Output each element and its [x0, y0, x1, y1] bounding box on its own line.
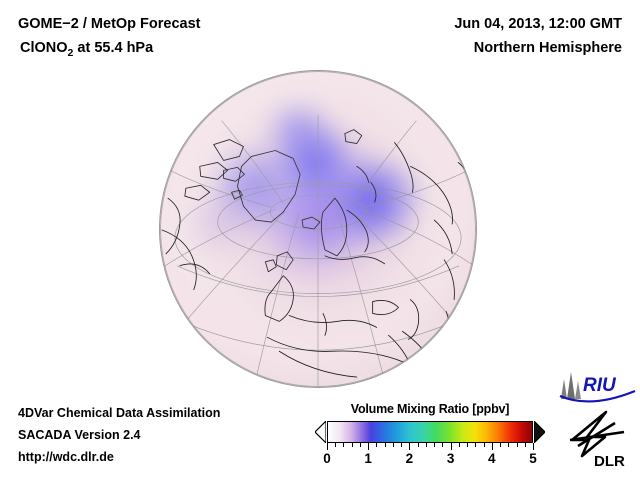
- colorbar-gradient: [327, 421, 533, 443]
- colorbar: Volume Mixing Ratio [ppbv] 0 1 2 3 4 5: [315, 402, 545, 469]
- colorbar-labels: 0 1 2 3 4 5: [323, 451, 537, 469]
- footer-line-version: SACADA Version 2.4: [18, 428, 141, 442]
- colorbar-minor-tick: [417, 443, 419, 447]
- instrument-title: GOME−2 / MetOp Forecast: [18, 16, 201, 32]
- header-right: Jun 04, 2013, 12:00 GMT Northern Hemisph…: [454, 12, 622, 60]
- header-left: GOME−2 / MetOp Forecast ClONO2 at 55.4 h…: [18, 12, 201, 65]
- riu-swoosh-icon: [559, 389, 636, 403]
- colorbar-major-tick: [409, 443, 411, 450]
- colorbar-left-arrow-cap: [315, 421, 326, 443]
- colorbar-tick-label: 1: [364, 451, 372, 466]
- species-subscript: 2: [67, 46, 74, 59]
- colorbar-major-tick: [491, 443, 493, 450]
- species-name: ClONO: [20, 40, 68, 56]
- riu-logo: RIU: [559, 372, 636, 403]
- colorbar-minor-tick: [392, 443, 394, 447]
- colorbar-minor-tick: [335, 443, 337, 447]
- colorbar-minor-tick: [384, 443, 386, 447]
- footer-line-url[interactable]: http://wdc.dlr.de: [18, 450, 114, 464]
- colorbar-row: [315, 421, 545, 443]
- colorbar-minor-tick: [434, 443, 436, 447]
- colorbar-right-arrow-cap: [534, 421, 545, 443]
- colorbar-minor-tick: [516, 443, 518, 447]
- colorbar-tick-label: 4: [488, 451, 496, 466]
- dlr-mark-icon: [569, 410, 625, 458]
- footer-line-method: 4DVar Chemical Data Assimilation: [18, 406, 221, 420]
- field-blob-canada: [188, 191, 252, 255]
- colorbar-tick-label: 0: [323, 451, 331, 466]
- colorbar-minor-tick: [524, 443, 526, 447]
- dlr-logo-text: DLR: [594, 453, 625, 470]
- species-level: at 55.4 hPa: [73, 40, 154, 56]
- colorbar-minor-tick: [425, 443, 427, 447]
- colorbar-minor-tick: [458, 443, 460, 447]
- colorbar-major-tick: [450, 443, 452, 450]
- colorbar-minor-tick: [351, 443, 353, 447]
- colorbar-major-tick: [368, 443, 370, 450]
- colorbar-minor-tick: [508, 443, 510, 447]
- colorbar-tick-label: 5: [529, 451, 537, 466]
- colorbar-minor-tick: [467, 443, 469, 447]
- riu-logo-text: RIU: [583, 375, 617, 396]
- dlr-logo: DLR: [569, 410, 625, 470]
- globe-map: [159, 70, 477, 388]
- colorbar-minor-tick: [483, 443, 485, 447]
- footer-text: 4DVar Chemical Data Assimilation SACADA …: [18, 402, 220, 468]
- colorbar-tick-label: 2: [405, 451, 414, 466]
- colorbar-minor-tick: [475, 443, 477, 447]
- colorbar-ticks: [327, 443, 534, 450]
- region-label: Northern Hemisphere: [473, 40, 622, 56]
- colorbar-minor-tick: [376, 443, 378, 447]
- colorbar-major-tick: [327, 443, 328, 450]
- colorbar-minor-tick: [343, 443, 345, 447]
- globe-disc: [159, 70, 477, 388]
- colorbar-minor-tick: [359, 443, 361, 447]
- species-title: ClONO2 at 55.4 hPa: [18, 36, 201, 65]
- colorbar-major-tick: [533, 443, 534, 450]
- riu-towers-icon: [561, 372, 581, 399]
- colorbar-tick-label: 3: [446, 451, 455, 466]
- colorbar-minor-tick: [442, 443, 444, 447]
- field-blob-scandinavia: [280, 197, 356, 261]
- colorbar-minor-tick: [401, 443, 403, 447]
- colorbar-minor-tick: [500, 443, 502, 447]
- colorbar-title: Volume Mixing Ratio [ppbv]: [350, 402, 510, 416]
- valid-datetime: Jun 04, 2013, 12:00 GMT: [454, 16, 622, 32]
